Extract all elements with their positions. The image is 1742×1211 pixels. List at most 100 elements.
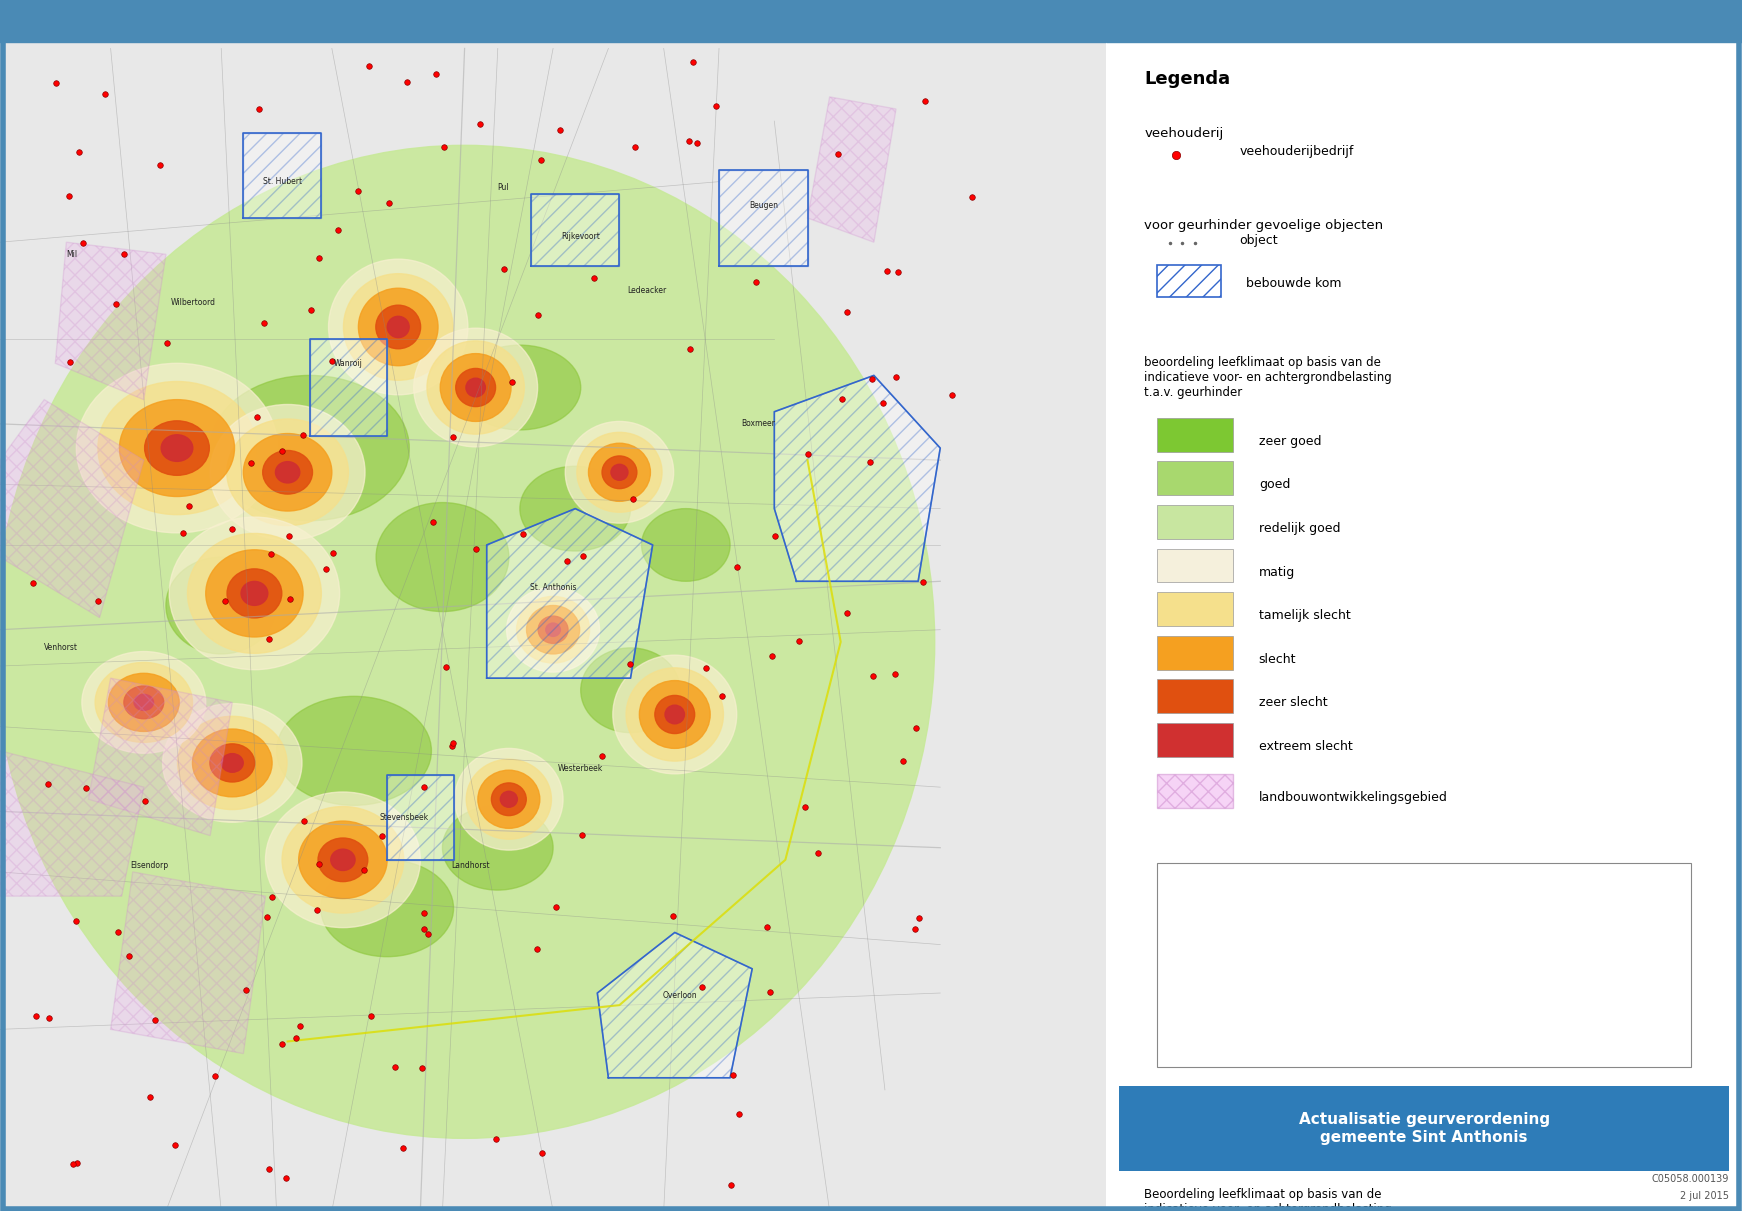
Point — [430, 137, 458, 156]
Ellipse shape — [331, 849, 355, 871]
Point — [84, 591, 111, 610]
Text: Landhorst: Landhorst — [451, 861, 490, 871]
Text: 10 - 15 %: 10 - 15 % — [1176, 951, 1226, 960]
Point — [568, 546, 596, 566]
Point — [833, 302, 861, 321]
Point — [902, 718, 930, 737]
Point — [528, 1143, 556, 1163]
Text: Actualisatie geurverordening
gemeente Sint Anthonis: Actualisatie geurverordening gemeente Si… — [1298, 1113, 1550, 1144]
Point — [834, 604, 862, 624]
Text: zeer goed: zeer goed — [1259, 435, 1320, 448]
Bar — [1157, 418, 1233, 452]
Text: extreem slecht: extreem slecht — [1437, 1048, 1516, 1057]
Point — [753, 917, 780, 936]
Point — [136, 1087, 164, 1107]
Ellipse shape — [124, 685, 164, 719]
Point — [268, 1034, 296, 1054]
Point — [709, 687, 737, 706]
Point — [268, 441, 296, 460]
Point — [568, 825, 596, 844]
Text: matig: matig — [1437, 970, 1467, 980]
Point — [587, 746, 615, 765]
Text: C05058.000139: C05058.000139 — [1651, 1175, 1730, 1184]
Point — [542, 897, 570, 917]
Point — [324, 220, 352, 240]
Point — [618, 489, 646, 509]
Ellipse shape — [455, 748, 563, 850]
Text: Venhorst: Venhorst — [44, 643, 78, 653]
Point — [622, 137, 650, 156]
Bar — [1157, 549, 1233, 582]
Point — [244, 99, 272, 119]
Text: veehouderij: veehouderij — [1144, 127, 1223, 140]
Point — [115, 947, 143, 966]
Text: beoordeling
leefklimaat: beoordeling leefklimaat — [1437, 878, 1509, 900]
Polygon shape — [531, 194, 620, 266]
Point — [211, 591, 239, 610]
Ellipse shape — [96, 662, 192, 742]
Point — [258, 545, 286, 564]
Ellipse shape — [526, 606, 580, 654]
Ellipse shape — [613, 655, 737, 774]
Ellipse shape — [545, 624, 561, 637]
Ellipse shape — [507, 587, 599, 672]
Polygon shape — [719, 170, 808, 266]
Point — [415, 925, 442, 945]
Text: zeer slecht: zeer slecht — [1437, 1028, 1495, 1038]
Text: veehouderijbedrijf: veehouderijbedrijf — [1240, 145, 1354, 159]
Point — [56, 186, 84, 206]
Polygon shape — [89, 678, 232, 836]
Point — [381, 1057, 409, 1077]
Ellipse shape — [564, 421, 674, 523]
Point — [528, 150, 556, 170]
Point — [253, 908, 280, 928]
Point — [490, 259, 517, 279]
Point — [91, 85, 118, 104]
Ellipse shape — [211, 375, 409, 521]
Point — [312, 559, 340, 579]
Point — [742, 272, 770, 292]
Point — [524, 305, 552, 325]
Text: Stevensbeek: Stevensbeek — [380, 813, 429, 822]
Point — [909, 572, 937, 591]
Point — [258, 888, 286, 907]
Point — [439, 734, 467, 753]
Point — [859, 666, 887, 685]
Point — [56, 352, 84, 372]
Point — [286, 1016, 314, 1035]
Text: Elsendorp: Elsendorp — [131, 861, 169, 871]
Point — [350, 860, 378, 879]
Point — [756, 982, 784, 1001]
Point — [411, 903, 439, 923]
Polygon shape — [310, 339, 387, 436]
Point — [141, 1010, 169, 1029]
Point — [523, 940, 550, 959]
Point — [509, 524, 537, 544]
Text: Westerbeek: Westerbeek — [557, 764, 603, 774]
Point — [153, 334, 181, 354]
Point — [345, 182, 373, 201]
Point — [59, 1154, 87, 1173]
Text: Rijkevoort: Rijkevoort — [561, 231, 601, 241]
Point — [355, 57, 383, 76]
Ellipse shape — [441, 354, 510, 421]
Point — [693, 659, 721, 678]
Point — [368, 827, 395, 846]
Ellipse shape — [298, 821, 387, 899]
Point — [873, 262, 901, 281]
Ellipse shape — [192, 729, 272, 797]
Point — [498, 373, 526, 392]
Point — [483, 1130, 510, 1149]
Point — [855, 452, 883, 471]
Point — [298, 300, 326, 320]
Bar — [1157, 774, 1233, 808]
Point — [906, 908, 934, 928]
Text: tamelijk slecht: tamelijk slecht — [1259, 609, 1350, 622]
Text: redelijk goed: redelijk goed — [1437, 951, 1505, 960]
Text: 2 jul 2015: 2 jul 2015 — [1681, 1192, 1730, 1201]
Ellipse shape — [165, 557, 277, 654]
Point — [169, 523, 197, 543]
Text: voor geurhinder gevoelige objecten: voor geurhinder gevoelige objecten — [1144, 219, 1383, 233]
Polygon shape — [0, 400, 145, 618]
Ellipse shape — [465, 378, 486, 397]
